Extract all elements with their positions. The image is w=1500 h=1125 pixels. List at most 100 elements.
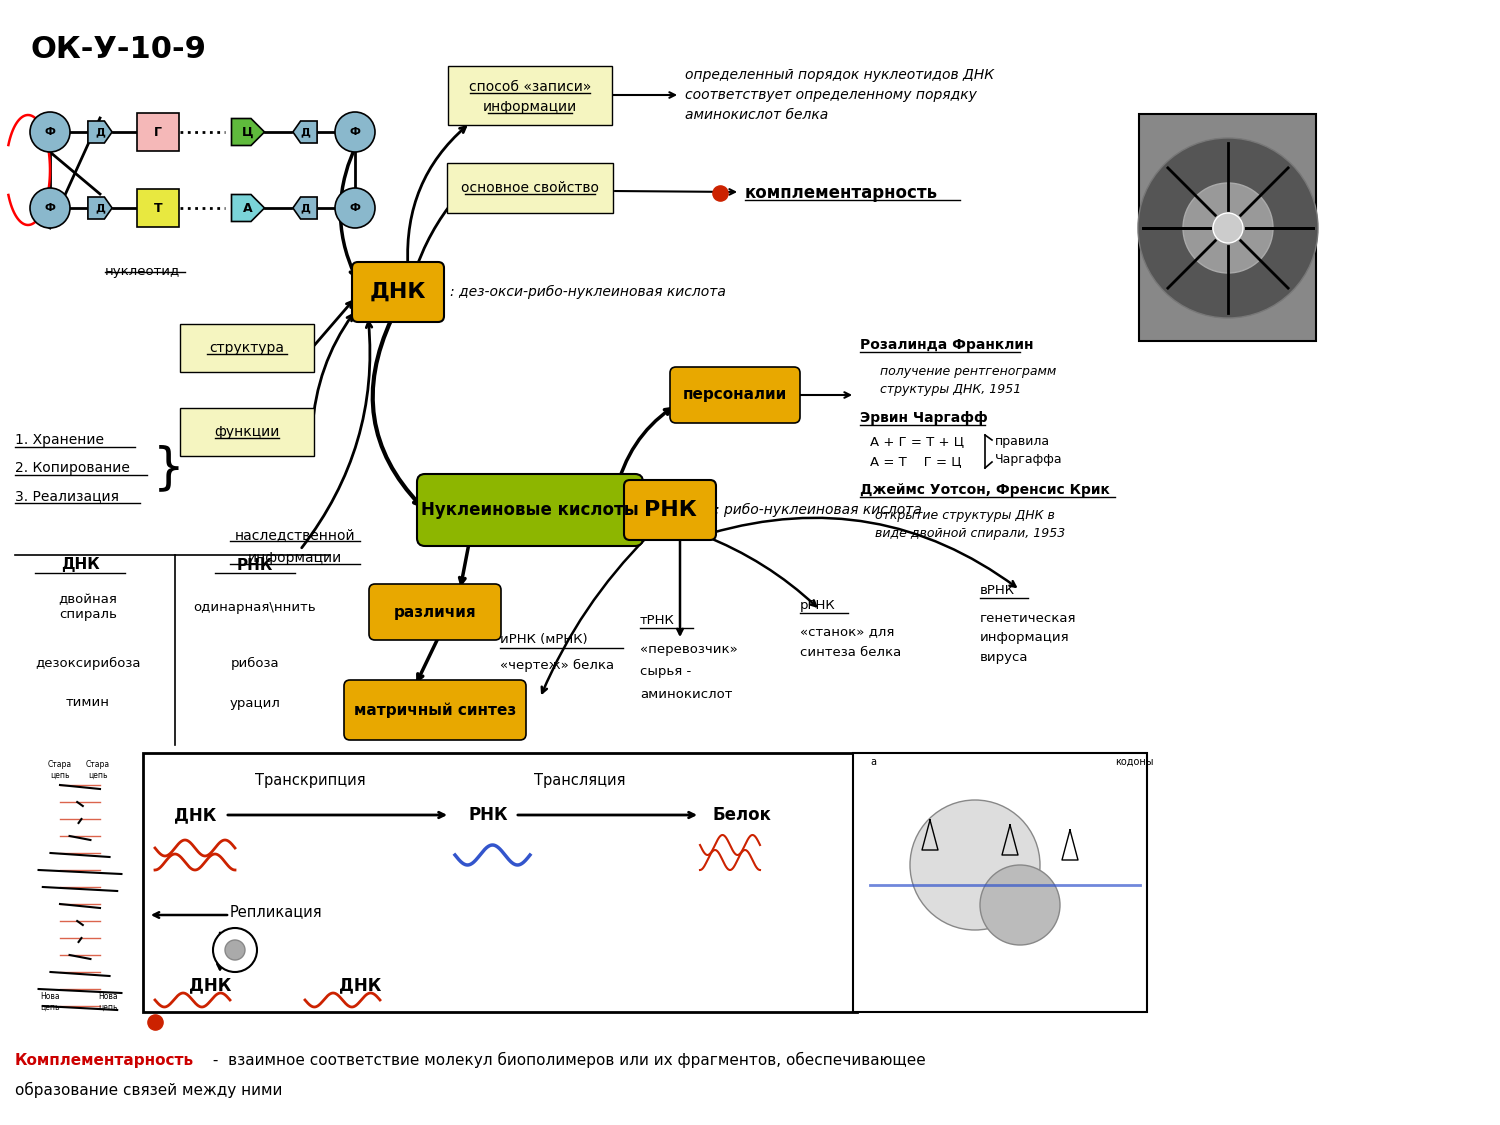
Text: «станок» для: «станок» для xyxy=(800,626,894,639)
Circle shape xyxy=(1184,183,1274,273)
Text: информации: информации xyxy=(248,551,342,565)
Text: структуры ДНК, 1951: структуры ДНК, 1951 xyxy=(880,384,1022,396)
Text: Нуклеиновые кислоты: Нуклеиновые кислоты xyxy=(422,501,639,519)
Text: вРНК: вРНК xyxy=(980,584,1016,596)
Text: основное свойство: основное свойство xyxy=(460,181,598,195)
Point xyxy=(708,184,732,202)
Text: Т: Т xyxy=(153,201,162,215)
Text: }: } xyxy=(153,444,184,492)
Text: Трансляция: Трансляция xyxy=(534,773,626,788)
Text: Транскрипция: Транскрипция xyxy=(255,773,366,788)
Text: рРНК: рРНК xyxy=(800,598,836,612)
FancyBboxPatch shape xyxy=(180,324,314,372)
Text: РНК: РНК xyxy=(237,558,273,573)
Text: 2. Копирование: 2. Копирование xyxy=(15,461,130,475)
Text: Д: Д xyxy=(300,202,310,213)
Text: вируса: вируса xyxy=(980,651,1029,665)
Polygon shape xyxy=(292,197,316,219)
FancyBboxPatch shape xyxy=(853,753,1148,1012)
Text: комплементарность: комплементарность xyxy=(746,184,938,202)
Text: матричный синтез: матричный синтез xyxy=(354,702,516,718)
FancyBboxPatch shape xyxy=(670,367,800,423)
Text: Нова
цепь: Нова цепь xyxy=(98,992,118,1011)
Circle shape xyxy=(225,940,245,960)
Polygon shape xyxy=(88,122,112,143)
Text: Д: Д xyxy=(94,127,105,137)
Text: Комплементарность: Комплементарность xyxy=(15,1053,194,1068)
Text: Розалинда Франклин: Розалинда Франклин xyxy=(859,338,1034,352)
Circle shape xyxy=(980,865,1060,945)
Polygon shape xyxy=(88,197,112,219)
Text: получение рентгенограмм: получение рентгенограмм xyxy=(880,366,1056,378)
Text: ДНК: ДНК xyxy=(339,976,381,994)
Text: структура: структура xyxy=(210,341,285,356)
Text: правила: правила xyxy=(994,435,1050,449)
Text: а: а xyxy=(870,757,876,767)
Text: Г: Г xyxy=(154,126,162,138)
Text: Ц: Ц xyxy=(243,126,254,138)
Text: : рибо-нуклеиновая кислота: : рибо-нуклеиновая кислота xyxy=(716,503,922,518)
FancyBboxPatch shape xyxy=(136,112,178,151)
Text: соответствует определенному порядку: соответствует определенному порядку xyxy=(686,88,976,102)
Text: генетическая: генетическая xyxy=(980,612,1077,624)
Circle shape xyxy=(30,188,70,228)
FancyBboxPatch shape xyxy=(417,474,644,546)
Text: урацил: урацил xyxy=(230,696,280,710)
Text: способ «записи»: способ «записи» xyxy=(470,80,591,94)
Polygon shape xyxy=(231,118,264,145)
Text: -  взаимное соответствие молекул биополимеров или их фрагментов, обеспечивающее: - взаимное соответствие молекул биополим… xyxy=(209,1052,926,1068)
Text: одинарная\ннить: одинарная\ннить xyxy=(194,601,316,613)
Text: ДНК: ДНК xyxy=(60,558,99,573)
Text: ДНК: ДНК xyxy=(174,806,216,824)
Text: Ф: Ф xyxy=(45,127,56,137)
Text: сырья -: сырья - xyxy=(640,666,692,678)
FancyBboxPatch shape xyxy=(624,480,716,540)
FancyBboxPatch shape xyxy=(344,680,526,740)
FancyBboxPatch shape xyxy=(352,262,444,322)
Text: А = Т    Г = Ц: А = Т Г = Ц xyxy=(870,456,962,468)
FancyBboxPatch shape xyxy=(369,584,501,640)
Text: нуклеотид: нуклеотид xyxy=(105,266,180,278)
Text: рибоза: рибоза xyxy=(231,657,279,669)
Text: образование связей между ними: образование связей между ними xyxy=(15,1082,282,1098)
Text: Чаргаффа: Чаргаффа xyxy=(994,453,1062,467)
Text: иРНК (мРНК): иРНК (мРНК) xyxy=(500,633,588,647)
Point xyxy=(142,1012,166,1030)
FancyBboxPatch shape xyxy=(180,408,314,456)
Text: тРНК: тРНК xyxy=(640,613,675,627)
Text: Ф: Ф xyxy=(45,202,56,213)
Circle shape xyxy=(910,800,1040,930)
Circle shape xyxy=(334,112,375,152)
Text: открытие структуры ДНК в: открытие структуры ДНК в xyxy=(874,508,1054,522)
Polygon shape xyxy=(231,195,264,222)
Circle shape xyxy=(334,188,375,228)
Text: Эрвин Чаргафф: Эрвин Чаргафф xyxy=(859,411,987,425)
Text: информация: информация xyxy=(980,631,1070,645)
Text: ДНК: ДНК xyxy=(189,976,231,994)
Text: «чертеж» белка: «чертеж» белка xyxy=(500,658,613,672)
Text: тимин: тимин xyxy=(66,696,110,710)
Circle shape xyxy=(1214,213,1243,243)
Text: Репликация: Репликация xyxy=(230,904,322,919)
Text: кодоны: кодоны xyxy=(1114,757,1154,767)
Text: 3. Реализация: 3. Реализация xyxy=(15,489,119,503)
Text: аминокислот: аминокислот xyxy=(640,687,732,701)
Text: : дез-окси-рибо-нуклеиновая кислота: : дез-окси-рибо-нуклеиновая кислота xyxy=(450,285,726,299)
Text: ДНК: ДНК xyxy=(369,282,426,302)
FancyBboxPatch shape xyxy=(1138,114,1316,341)
Text: РНК: РНК xyxy=(644,500,696,520)
Text: персоналии: персоналии xyxy=(682,387,788,403)
Text: определенный порядок нуклеотидов ДНК: определенный порядок нуклеотидов ДНК xyxy=(686,68,994,82)
FancyBboxPatch shape xyxy=(136,189,178,227)
Text: различия: различия xyxy=(393,604,477,620)
FancyBboxPatch shape xyxy=(447,163,614,213)
Text: А: А xyxy=(243,201,254,215)
Text: Д: Д xyxy=(300,127,310,137)
Text: двойная
спираль: двойная спираль xyxy=(58,593,117,621)
FancyBboxPatch shape xyxy=(448,65,612,125)
Text: РНК: РНК xyxy=(468,806,509,824)
Text: синтеза белка: синтеза белка xyxy=(800,646,901,658)
Text: Стара
цепь: Стара цепь xyxy=(86,760,109,780)
Circle shape xyxy=(1138,138,1318,318)
Text: «перевозчик»: «перевозчик» xyxy=(640,644,738,657)
